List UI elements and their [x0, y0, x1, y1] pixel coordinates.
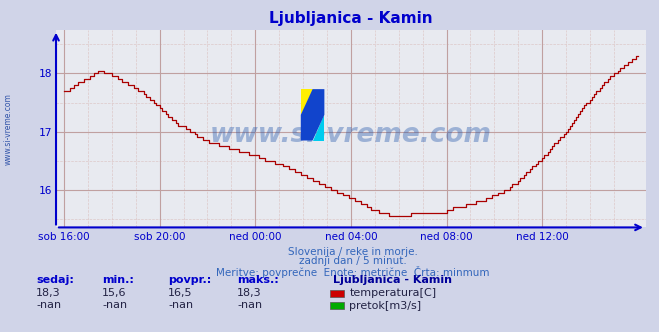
Text: -nan: -nan [36, 300, 61, 310]
Text: Ljubljanica - Kamin: Ljubljanica - Kamin [333, 275, 452, 285]
Text: povpr.:: povpr.: [168, 275, 212, 285]
Text: -nan: -nan [237, 300, 262, 310]
Text: 18,3: 18,3 [36, 288, 61, 298]
Text: pretok[m3/s]: pretok[m3/s] [349, 301, 421, 311]
Polygon shape [301, 89, 312, 115]
Text: 15,6: 15,6 [102, 288, 127, 298]
Text: www.si-vreme.com: www.si-vreme.com [210, 122, 492, 148]
Text: 18,3: 18,3 [237, 288, 262, 298]
Text: zadnji dan / 5 minut.: zadnji dan / 5 minut. [299, 256, 407, 266]
Polygon shape [312, 115, 324, 140]
Text: Slovenija / reke in morje.: Slovenija / reke in morje. [287, 247, 418, 257]
Title: Ljubljanica - Kamin: Ljubljanica - Kamin [269, 11, 433, 26]
Text: sedaj:: sedaj: [36, 275, 74, 285]
Text: min.:: min.: [102, 275, 134, 285]
Text: temperatura[C]: temperatura[C] [349, 289, 436, 298]
Polygon shape [301, 89, 324, 140]
Text: -nan: -nan [168, 300, 193, 310]
Text: 16,5: 16,5 [168, 288, 192, 298]
Text: -nan: -nan [102, 300, 127, 310]
Text: maks.:: maks.: [237, 275, 279, 285]
Text: Meritve: povprečne  Enote: metrične  Črta: minmum: Meritve: povprečne Enote: metrične Črta:… [215, 266, 490, 278]
Text: www.si-vreme.com: www.si-vreme.com [3, 94, 13, 165]
